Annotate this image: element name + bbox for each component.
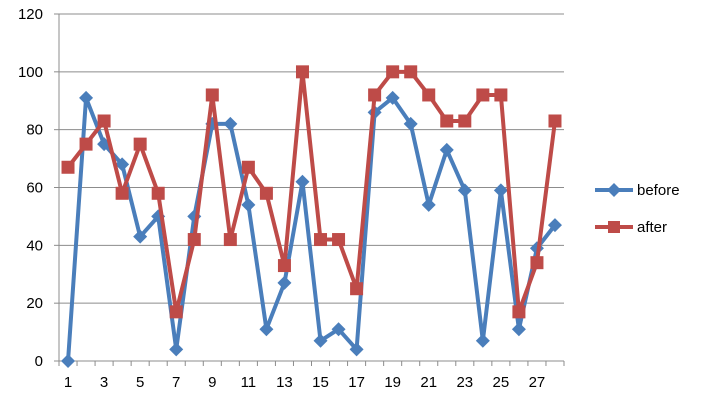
series-line-before <box>66 95 557 362</box>
data-point-before <box>169 342 184 357</box>
data-point-before <box>511 322 526 337</box>
data-point-before <box>349 342 364 357</box>
data-point-before <box>457 183 472 198</box>
data-point-after <box>61 160 75 174</box>
data-point-after <box>404 65 418 79</box>
data-point-before <box>547 218 562 233</box>
y-tick-label: 60 <box>26 180 43 197</box>
data-point-before <box>79 90 94 105</box>
x-tick-label: 21 <box>420 374 437 391</box>
x-tick-label: 17 <box>348 374 365 391</box>
series-after <box>61 65 562 319</box>
y-tick-label: 0 <box>35 353 43 370</box>
axes <box>54 13 565 366</box>
y-tick-label: 120 <box>18 6 43 23</box>
data-point-after <box>386 65 400 79</box>
y-axis-tick-labels: 0 20 40 60 80 100 120 <box>18 6 43 370</box>
data-point-after <box>223 233 237 247</box>
data-point-after <box>332 233 346 247</box>
data-point-after <box>79 137 93 151</box>
data-point-after <box>422 88 436 102</box>
x-tick-label: 1 <box>64 374 72 391</box>
data-point-before <box>133 229 148 244</box>
data-point-before <box>295 174 310 189</box>
x-tick-label: 9 <box>208 374 216 391</box>
data-point-after <box>295 65 309 79</box>
data-point-after <box>241 160 255 174</box>
data-point-after <box>530 256 544 270</box>
data-point-after <box>368 88 382 102</box>
data-point-before <box>61 354 76 368</box>
x-tick-label: 27 <box>529 374 546 391</box>
data-point-before <box>115 157 130 172</box>
data-point-after <box>133 137 147 151</box>
x-tick-label: 19 <box>384 374 401 391</box>
data-point-after <box>314 233 328 247</box>
data-point-before <box>241 197 256 212</box>
series-group <box>61 65 562 368</box>
data-point-after <box>97 114 111 128</box>
data-point-after <box>169 305 183 319</box>
data-point-after <box>187 233 201 247</box>
legend-label-before: before <box>637 182 680 199</box>
data-point-after <box>440 114 454 128</box>
data-point-after <box>494 88 508 102</box>
legend-item-before: before <box>595 182 680 199</box>
x-tick-label: 15 <box>312 374 329 391</box>
series-before <box>61 90 562 368</box>
x-tick-label: 7 <box>172 374 180 391</box>
data-point-after <box>259 186 273 200</box>
y-tick-label: 100 <box>18 64 43 81</box>
legend: before after <box>595 182 680 236</box>
data-point-before <box>475 333 490 348</box>
data-point-before <box>313 333 328 348</box>
y-tick-label: 20 <box>26 295 43 312</box>
data-point-after <box>458 114 472 128</box>
y-tick-label: 80 <box>26 122 43 139</box>
data-point-before <box>421 197 436 212</box>
data-point-after <box>548 114 562 128</box>
data-point-after <box>115 186 129 200</box>
x-tick-label: 25 <box>493 374 510 391</box>
data-point-after <box>512 305 526 319</box>
data-point-before <box>493 183 508 198</box>
data-point-before <box>403 116 418 131</box>
data-point-after <box>350 282 364 296</box>
x-tick-label: 3 <box>100 374 108 391</box>
data-point-before <box>259 322 274 337</box>
y-tick-label: 40 <box>26 237 43 254</box>
data-point-before <box>439 142 454 157</box>
x-tick-label: 5 <box>136 374 144 391</box>
data-point-after <box>205 88 219 102</box>
legend-marker-after <box>608 221 620 233</box>
data-point-before <box>385 90 400 105</box>
x-tick-label: 13 <box>276 374 293 391</box>
data-point-after <box>476 88 490 102</box>
data-point-before <box>331 322 346 337</box>
series-line-after <box>66 69 557 314</box>
data-point-after <box>277 259 291 273</box>
legend-label-after: after <box>637 219 667 236</box>
legend-item-after: after <box>595 219 667 236</box>
data-point-before <box>223 116 238 131</box>
legend-marker-before <box>607 183 621 197</box>
data-point-after <box>151 186 165 200</box>
x-tick-label: 11 <box>241 374 257 391</box>
x-tick-label: 23 <box>456 374 473 391</box>
x-axis-tick-labels: 1 3 5 7 9 11 13 15 17 19 21 23 25 27 <box>64 374 545 391</box>
data-point-before <box>277 275 292 290</box>
